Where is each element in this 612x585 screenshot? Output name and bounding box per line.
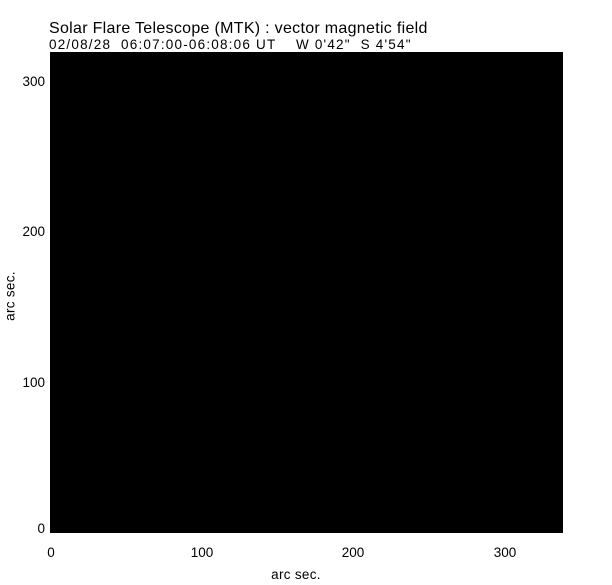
y-axis-label: arc sec.	[2, 271, 18, 321]
y-tick-label-300: 300	[22, 74, 45, 89]
magnetogram-image	[50, 52, 563, 533]
y-tick-label-200: 200	[22, 224, 45, 239]
x-tick-label-200: 200	[341, 545, 365, 560]
plot-subtitle: 02/08/28 06:07:00-06:08:06 UT W 0'42" S …	[49, 37, 412, 52]
x-tick-label-100: 100	[190, 545, 214, 560]
x-axis-label: arc sec.	[271, 567, 321, 582]
y-tick-label-0: 0	[37, 521, 45, 536]
x-tick-label-0: 0	[47, 545, 55, 560]
y-tick-label-100: 100	[22, 375, 45, 390]
x-tick-label-300: 300	[493, 545, 517, 560]
plot-title: Solar Flare Telescope (MTK) : vector mag…	[49, 20, 428, 37]
